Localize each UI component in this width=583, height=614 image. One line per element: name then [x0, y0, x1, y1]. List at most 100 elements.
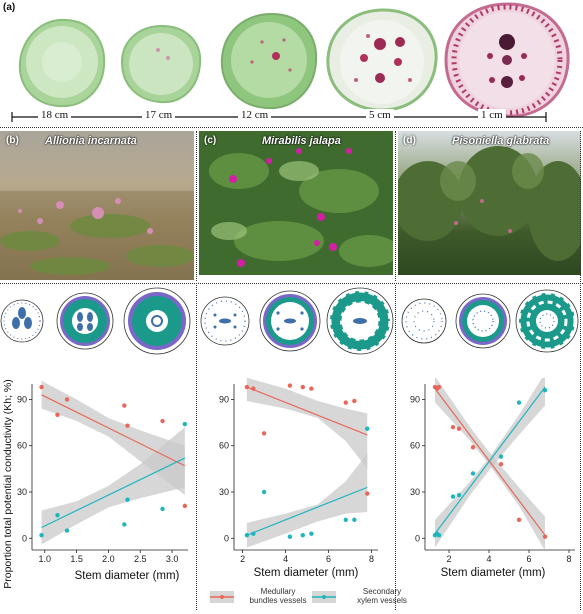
legend-point-medullary — [220, 595, 224, 599]
stem-section-5cm — [326, 8, 438, 112]
secondary-fit-line — [41, 457, 186, 529]
divider-b-c — [196, 131, 197, 281]
panel-a-label: (a) — [3, 2, 16, 13]
species-label-c: Mirabilis jalapa — [262, 135, 341, 147]
secondary-data-point — [125, 497, 130, 502]
x-tick-label: 4 — [283, 554, 288, 564]
scale-label-1cm: 1 cm — [478, 109, 506, 121]
divider-top — [0, 127, 583, 128]
stem-section-18cm — [18, 18, 106, 108]
x-tick-label: 2 — [240, 554, 245, 564]
medullary-data-point — [300, 384, 305, 390]
y-tick-label: 30 — [17, 487, 27, 497]
y-tick-label: 0 — [415, 533, 420, 543]
anatomy-allionia-young — [0, 299, 44, 343]
medullary-confidence-band — [246, 378, 368, 469]
x-tick-label: 2 — [446, 554, 451, 564]
scale-label-5cm: 5 cm — [366, 109, 394, 121]
stem-section-17cm — [120, 24, 202, 104]
x-axis-label-2: Stem diameter (mm) — [253, 567, 359, 579]
medullary-data-point — [261, 431, 267, 436]
anatomy-mirabilis-mid — [259, 290, 321, 352]
stem-cross-sections — [18, 2, 570, 118]
scale-bar — [11, 112, 547, 122]
anatomy-pisoniella-mature — [515, 289, 579, 353]
secondary-fit-line — [246, 486, 368, 536]
secondary-data-point — [450, 494, 456, 499]
legend-label-secondary: Secondary xylem vessels — [357, 587, 407, 605]
medullary-data-point — [516, 517, 522, 522]
anatomy-allionia-mature — [123, 287, 191, 355]
anatomy-mirabilis-young — [200, 296, 250, 346]
y-tick-label: 0 — [22, 533, 27, 543]
medullary-data-point — [251, 386, 256, 391]
secondary-data-point — [436, 533, 442, 538]
anatomy-pisoniella-mid — [455, 293, 511, 349]
medullary-data-point — [64, 397, 70, 402]
medullary-data-point — [244, 384, 250, 390]
medullary-data-point — [450, 425, 456, 430]
secondary-confidence-band — [41, 427, 185, 545]
secondary-data-point — [470, 471, 476, 476]
secondary-fit-line — [434, 386, 546, 535]
medullary-data-point — [160, 418, 165, 424]
photo-pisoniella-glabrata — [398, 131, 581, 275]
medullary-data-point — [498, 462, 504, 467]
anatomy-mirabilis-mature — [326, 287, 394, 355]
medullary-fit-line — [246, 386, 368, 436]
species-label-b: Allionia incarnata — [45, 135, 137, 147]
anatomy-pisoniella-young — [401, 298, 447, 344]
medullary-data-point — [456, 426, 462, 431]
secondary-data-point — [309, 531, 314, 536]
secondary-data-point — [300, 533, 305, 538]
medullary-data-point — [343, 400, 348, 405]
plot-area — [244, 378, 370, 548]
medullary-data-point — [287, 383, 293, 388]
secondary-data-point — [365, 426, 370, 431]
x-tick-label: 1.5 — [70, 554, 83, 564]
x-tick-label: 4 — [486, 554, 491, 564]
plot-area — [39, 380, 188, 545]
medullary-data-point — [309, 386, 314, 391]
medullary-data-point — [542, 534, 548, 539]
x-tick-label: 6 — [526, 554, 531, 564]
stem-section-12cm — [220, 12, 318, 110]
scale-label-12cm: 12 cm — [238, 109, 272, 121]
secondary-data-point — [55, 512, 60, 518]
secondary-data-point — [343, 517, 348, 522]
divider-plots-left — [196, 285, 197, 610]
secondary-data-point — [64, 528, 70, 533]
secondary-data-point — [516, 400, 522, 405]
medullary-data-point — [122, 403, 127, 408]
secondary-data-point — [160, 506, 165, 512]
divider-middle — [0, 283, 583, 284]
divider-plots-right — [395, 285, 396, 610]
medullary-data-point — [55, 412, 60, 418]
y-tick-label: 60 — [219, 441, 229, 451]
x-tick-label: 3.0 — [166, 554, 179, 564]
y-tick-label: 60 — [17, 441, 27, 451]
legend-point-secondary — [322, 595, 326, 599]
secondary-data-point — [287, 534, 293, 539]
scale-label-17cm: 17 cm — [142, 109, 176, 121]
secondary-data-point — [498, 454, 504, 459]
species-label-d: Pisoniella glabrata — [452, 135, 550, 147]
medullary-data-point — [352, 398, 357, 404]
secondary-data-point — [542, 387, 548, 393]
x-tick-label: 1.0 — [38, 554, 51, 564]
stem-section-1cm — [444, 2, 570, 118]
divider-c-d — [395, 131, 396, 281]
y-tick-label: 60 — [410, 441, 420, 451]
secondary-data-point — [251, 531, 256, 536]
x-tick-label: 8 — [566, 554, 571, 564]
x-axis-label-1: Stem diameter (mm) — [74, 570, 180, 582]
secondary-data-point — [122, 522, 127, 527]
secondary-confidence-band — [246, 453, 368, 548]
y-tick-label: 90 — [17, 394, 27, 404]
medullary-data-point — [125, 423, 130, 428]
panel-d-label: (d) — [403, 135, 416, 146]
stem-anatomy-diagrams — [0, 287, 579, 355]
secondary-data-point — [352, 517, 357, 522]
y-tick-label: 90 — [219, 394, 229, 404]
